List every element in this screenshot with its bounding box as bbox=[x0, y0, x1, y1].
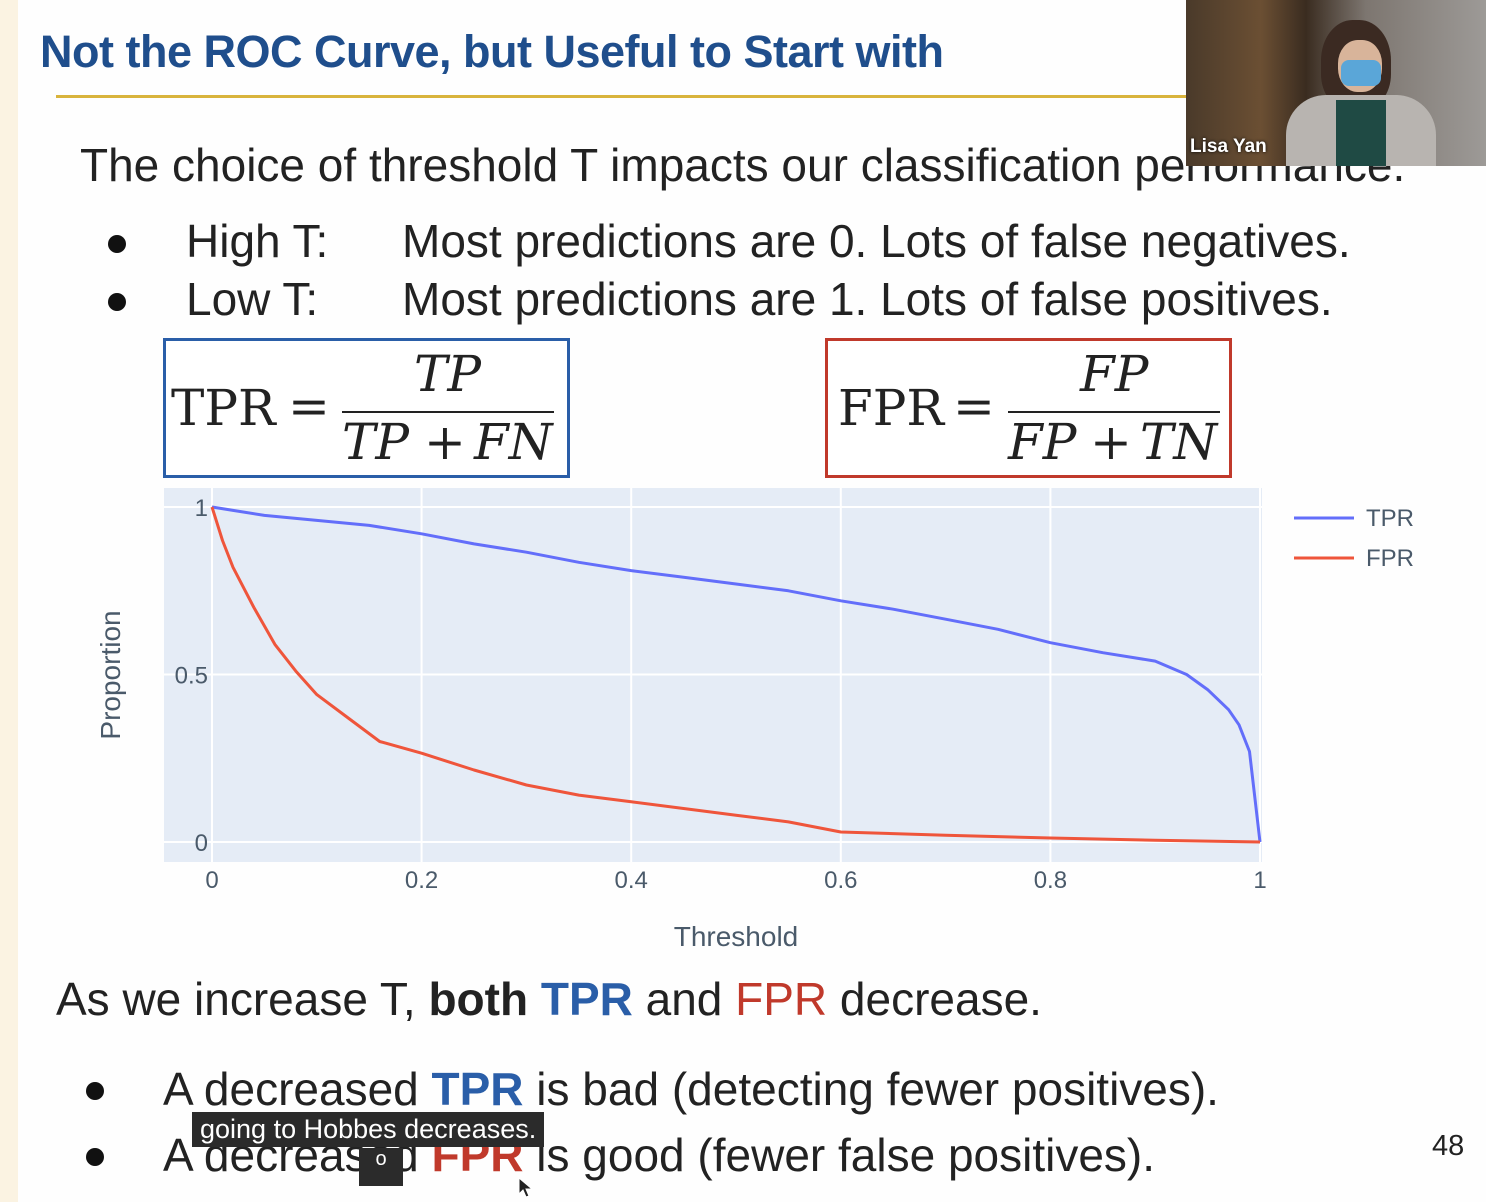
tpr-equals: = bbox=[288, 377, 330, 435]
fpr-equals: = bbox=[953, 377, 995, 435]
summary-and: and bbox=[632, 973, 736, 1025]
summary-prefix: As we increase T, bbox=[56, 973, 429, 1025]
bullet-dot bbox=[86, 1082, 104, 1100]
bullet-dot bbox=[86, 1148, 104, 1166]
summary-line: As we increase T, both TPR and FPR decre… bbox=[56, 972, 1042, 1026]
consequence-suffix: is bad (detecting fewer positives). bbox=[523, 1063, 1219, 1115]
speaker-shirt bbox=[1336, 100, 1386, 166]
caption-overlay: going to Hobbes decreases. bbox=[192, 1112, 545, 1147]
tpr-den-b: FN bbox=[474, 413, 553, 471]
fpr-den-a: FP bbox=[1008, 413, 1077, 471]
tpr-den-a: TP bbox=[342, 413, 409, 471]
consequence-suffix: is good (fewer false positives). bbox=[523, 1129, 1156, 1181]
caption-overlay-fragment: o bbox=[359, 1148, 403, 1186]
bullet-text-low: Most predictions are 1. Lots of false po… bbox=[402, 273, 1333, 325]
fpr-formula-box: FPR = FP FP + TN bbox=[825, 338, 1232, 478]
tpr-plus: + bbox=[424, 413, 466, 471]
summary-suffix: decrease. bbox=[827, 973, 1042, 1025]
summary-tpr: TPR bbox=[540, 973, 633, 1025]
intro-text: The choice of threshold T impacts our cl… bbox=[80, 139, 1406, 191]
consequence-key: TPR bbox=[431, 1063, 524, 1115]
face-mask bbox=[1341, 60, 1381, 86]
bullet-label-high: High T: bbox=[186, 215, 329, 267]
bullet-text-high: Most predictions are 0. Lots of false ne… bbox=[402, 215, 1351, 267]
tpr-formula-box: TPR = TP TP + FN bbox=[163, 338, 570, 478]
webcam-video[interactable] bbox=[1186, 0, 1486, 166]
consequence-prefix: A decreased bbox=[163, 1063, 432, 1115]
summary-fpr: FPR bbox=[735, 973, 828, 1025]
mouse-cursor-icon bbox=[518, 1176, 534, 1198]
tpr-numerator: TP bbox=[414, 345, 481, 403]
tpr-lhs: TPR bbox=[171, 379, 276, 437]
consequence-tpr: A decreased TPR is bad (detecting fewer … bbox=[163, 1062, 1219, 1116]
page-number: 48 bbox=[1432, 1130, 1465, 1162]
bullet-dot bbox=[108, 293, 126, 311]
fpr-lhs: FPR bbox=[838, 379, 944, 437]
fraction-bar bbox=[1008, 411, 1220, 413]
fpr-numerator: FP bbox=[1080, 345, 1149, 403]
bullet-label-low: Low T: bbox=[186, 273, 319, 325]
webcam-name-label: Lisa Yan bbox=[1190, 136, 1267, 157]
title-underline bbox=[56, 95, 1196, 98]
slide-left-margin bbox=[0, 0, 18, 1202]
bullet-dot bbox=[108, 235, 126, 253]
fraction-bar bbox=[342, 411, 554, 413]
fpr-plus: + bbox=[1090, 413, 1132, 471]
fpr-den-b: TN bbox=[1140, 413, 1218, 471]
summary-both: both bbox=[428, 973, 529, 1025]
slide-title: Not the ROC Curve, but Useful to Start w… bbox=[40, 26, 944, 77]
